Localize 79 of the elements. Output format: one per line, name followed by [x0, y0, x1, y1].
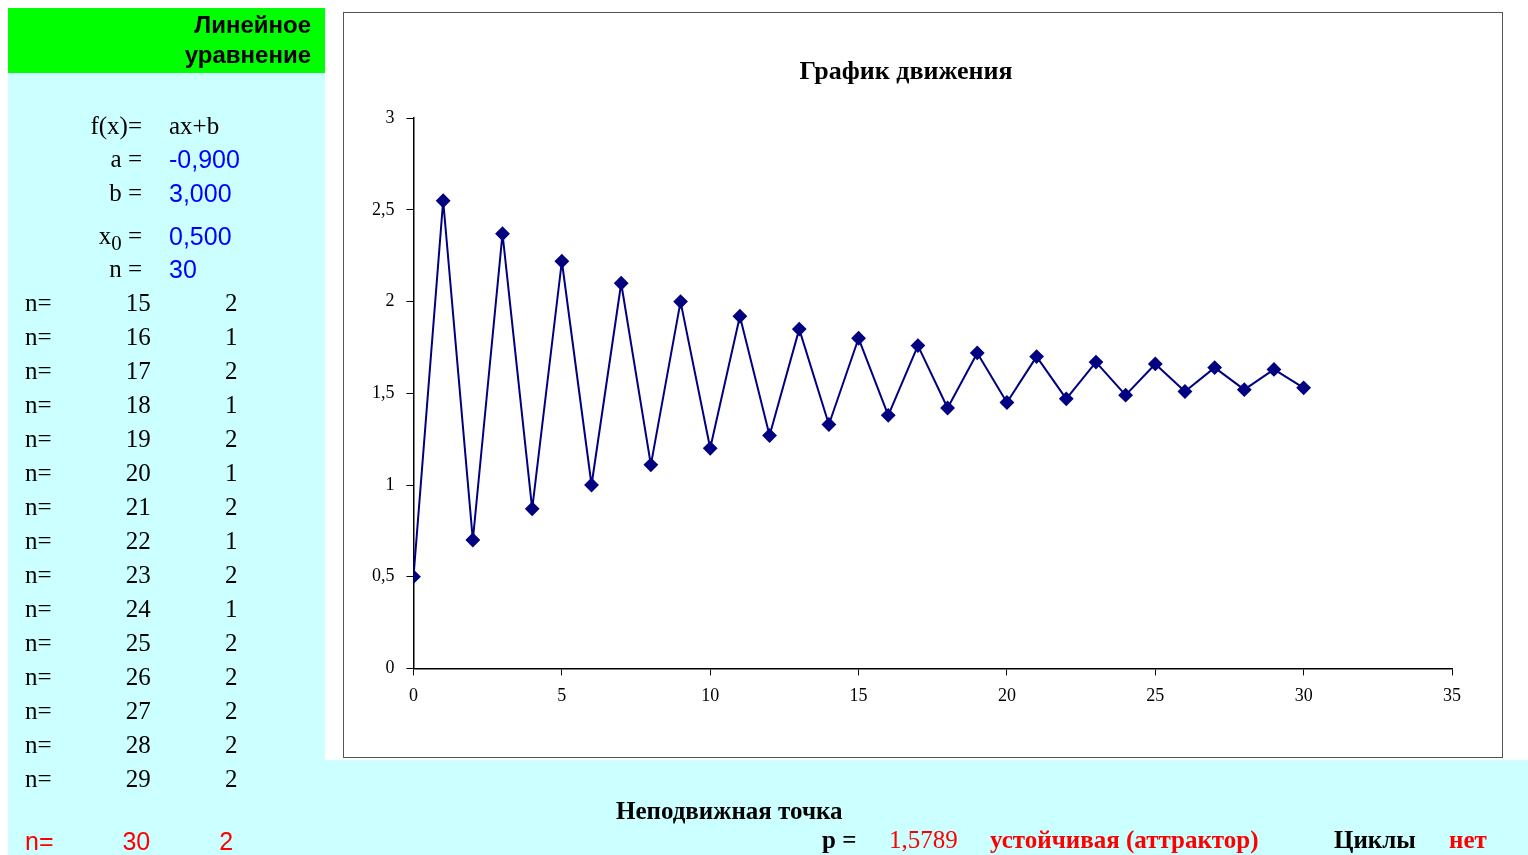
- text: нет: [1449, 826, 1487, 854]
- x-tick-label: 0: [409, 684, 418, 705]
- point: [1059, 391, 1074, 406]
- text: 3,000: [169, 178, 232, 208]
- x-tick-label: 35: [1443, 684, 1461, 705]
- point: [910, 338, 925, 353]
- x-tick-label: 25: [1146, 684, 1165, 705]
- point: [1207, 360, 1222, 375]
- y-tick-label: 2: [385, 290, 395, 311]
- text: n= 20 1: [25, 458, 238, 488]
- text: b =: [109, 178, 142, 208]
- text: a =: [110, 144, 142, 174]
- point: [1296, 380, 1311, 395]
- text: 0,500: [169, 221, 232, 251]
- text: f(x)=: [90, 111, 142, 141]
- text: n= 22 1: [25, 526, 238, 556]
- text: x$_{0}$ =: [98, 222, 142, 255]
- point: [821, 417, 836, 432]
- point: [1148, 356, 1163, 371]
- x-tick-label: 15: [849, 684, 868, 705]
- x-tick-label: 20: [997, 684, 1016, 705]
- text: n= 15 2: [25, 288, 238, 318]
- y-tick-label: 3: [385, 106, 395, 127]
- y-tick-label: 1: [385, 473, 395, 494]
- point: [703, 441, 718, 456]
- text: n= 23 2: [25, 560, 238, 590]
- text: 1,5789: [889, 826, 958, 854]
- y-tick-label: 0,5: [372, 565, 395, 586]
- point: [1237, 382, 1252, 397]
- text: Линейное уравнение: [183, 10, 311, 70]
- text: n= 29 2: [25, 764, 238, 794]
- point: [1266, 362, 1281, 377]
- point: [1029, 349, 1044, 364]
- point: [495, 226, 510, 241]
- point: [614, 276, 629, 291]
- text: n= 26 2: [25, 662, 238, 692]
- text: n= 30 2: [25, 826, 234, 855]
- point: [673, 294, 688, 309]
- point: [465, 533, 480, 548]
- y-tick-label: 0: [385, 657, 395, 678]
- text: n =: [109, 254, 142, 284]
- point: [940, 400, 955, 415]
- point: [732, 309, 747, 324]
- point: [1088, 355, 1103, 370]
- y-tick-label: 2,5: [372, 198, 395, 219]
- text: n= 24 1: [25, 594, 238, 624]
- text: Неподвижная точка: [616, 797, 843, 825]
- text: n= 25 2: [25, 628, 238, 658]
- text: n= 17 2: [25, 356, 238, 386]
- y-tick-label: 1,5: [372, 382, 395, 403]
- text: -0,900: [169, 144, 240, 174]
- text: n= 18 1: [25, 390, 238, 420]
- point: [525, 501, 540, 516]
- point: [999, 395, 1014, 410]
- text: p =: [822, 826, 857, 854]
- point: [554, 254, 569, 269]
- x-tick-label: 5: [557, 684, 567, 705]
- x-tick-label: 30: [1294, 684, 1313, 705]
- point: [584, 478, 599, 492]
- point: [436, 193, 451, 208]
- point: [643, 457, 658, 472]
- point: [762, 428, 777, 443]
- text: n= 21 2: [25, 492, 238, 522]
- text: ax+b: [169, 111, 220, 141]
- text: устойчивая (аттрактор): [990, 826, 1259, 854]
- text: n= 27 2: [25, 696, 238, 726]
- point: [792, 322, 807, 337]
- point: [881, 408, 896, 423]
- text: n= 19 2: [25, 424, 238, 454]
- x-tick-label: 10: [701, 684, 720, 705]
- point: [1177, 384, 1192, 399]
- text: n= 16 1: [25, 322, 238, 352]
- point: [851, 331, 866, 346]
- point: [1118, 388, 1133, 403]
- chart-title: График движения: [799, 56, 1013, 86]
- point: [970, 345, 985, 360]
- text: Циклы: [1334, 826, 1416, 854]
- text: n= 28 2: [25, 730, 238, 760]
- text: 30: [169, 254, 197, 284]
